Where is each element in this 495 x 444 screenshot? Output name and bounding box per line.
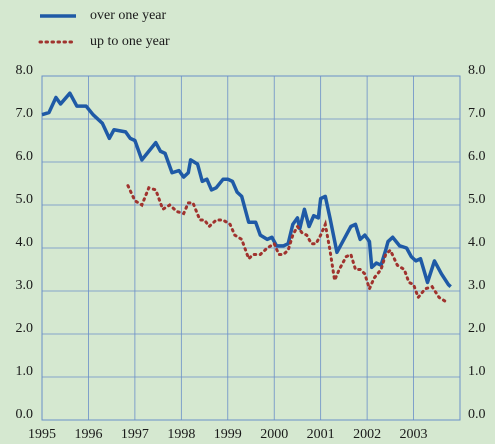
x-tick-label: 1995 xyxy=(28,427,56,442)
x-tick-label: 2000 xyxy=(260,427,288,442)
x-tick-label: 1997 xyxy=(121,427,149,442)
y-tick-label: 4.0 xyxy=(16,235,34,250)
y2-tick-label: 4.0 xyxy=(468,235,486,250)
y-tick-label: 8.0 xyxy=(16,63,34,78)
y2-tick-label: 1.0 xyxy=(468,364,486,379)
y-tick-label: 0.0 xyxy=(16,407,34,422)
x-tick-label: 2001 xyxy=(307,427,335,442)
x-tick-label: 1999 xyxy=(214,427,242,442)
y-tick-label: 2.0 xyxy=(16,321,34,336)
y-tick-label: 1.0 xyxy=(16,364,34,379)
y-tick-label: 6.0 xyxy=(16,149,34,164)
series-line xyxy=(126,184,448,304)
y2-tick-label: 0.0 xyxy=(468,407,486,422)
x-tick-label: 1996 xyxy=(74,427,102,442)
x-tick-label: 1998 xyxy=(167,427,195,442)
y-tick-label: 5.0 xyxy=(16,192,34,207)
y2-tick-label: 3.0 xyxy=(468,278,486,293)
y2-tick-label: 7.0 xyxy=(468,106,486,121)
legend-label: up to one year xyxy=(90,34,170,49)
y2-tick-label: 6.0 xyxy=(468,149,486,164)
x-tick-label: 2002 xyxy=(353,427,381,442)
y2-tick-label: 8.0 xyxy=(468,63,486,78)
y-tick-label: 3.0 xyxy=(16,278,34,293)
x-tick-label: 2003 xyxy=(400,427,428,442)
y-tick-label: 7.0 xyxy=(16,106,34,121)
y2-tick-label: 2.0 xyxy=(468,321,486,336)
series-line xyxy=(41,91,452,288)
legend-label: over one year xyxy=(90,8,167,23)
y2-tick-label: 5.0 xyxy=(468,192,486,207)
